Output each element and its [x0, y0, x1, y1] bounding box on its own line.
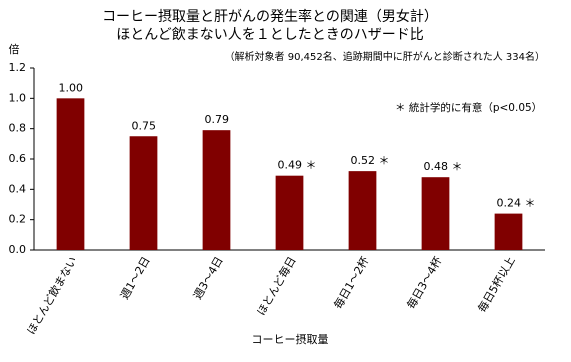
x-axis-title: コーヒー摂取量	[252, 332, 329, 346]
y-tick-label: 0.2	[9, 213, 27, 226]
chart-title: コーヒー摂取量と肝がんの発生率との関連（男女計）	[102, 8, 438, 25]
y-tick-label: 1.2	[9, 61, 27, 74]
y-tick-label: 0.0	[9, 243, 27, 256]
value-label: 0.24 ＊	[497, 197, 536, 210]
value-label: 0.52 ＊	[351, 154, 390, 167]
value-label: 1.00	[59, 81, 84, 94]
annotation: ＊ 統計学的に有意（p<0.05）	[395, 101, 542, 114]
value-label: 0.75	[132, 119, 157, 132]
value-label: 0.48 ＊	[424, 160, 463, 173]
y-axis-title: 倍	[9, 42, 20, 56]
x-tick-label: ほとんど毎日	[255, 255, 299, 318]
note: （解析対象者 90,452名、追跡期間中に肝がんと診断された人 334名）	[225, 50, 545, 63]
bar	[129, 136, 158, 250]
x-tick-label: 週1～2日	[118, 255, 153, 302]
x-tick-label: 週3～4日	[191, 255, 226, 302]
y-tick-label: 0.4	[9, 182, 27, 195]
x-tick-label: 毎日1～2杯	[331, 254, 372, 311]
bar	[202, 130, 231, 250]
y-tick-label: 0.8	[9, 122, 27, 135]
bar	[275, 175, 304, 250]
value-label: 0.79	[205, 113, 230, 126]
x-tick-label: 毎日3～4杯	[404, 254, 445, 311]
y-tick-label: 0.6	[9, 152, 27, 165]
x-tick-label: 毎日5杯以上	[475, 254, 518, 315]
x-tick-label: ほとんど飲まない	[24, 254, 80, 337]
chart-subtitle: ほとんど飲まない人を１としたときのハザード比	[116, 27, 424, 43]
bar	[494, 213, 523, 250]
bar	[421, 177, 450, 250]
value-label: 0.49 ＊	[278, 159, 317, 172]
bar	[348, 171, 377, 250]
bar	[56, 98, 85, 250]
y-tick-label: 1.0	[9, 91, 27, 104]
